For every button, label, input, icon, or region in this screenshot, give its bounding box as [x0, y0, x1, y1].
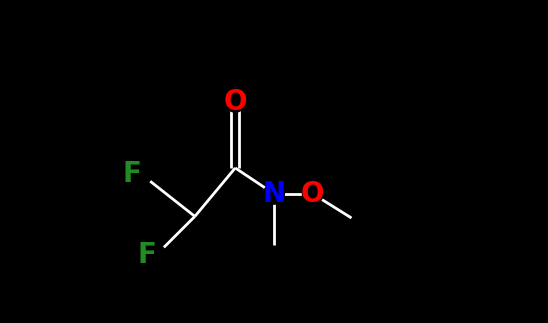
Circle shape — [302, 183, 323, 204]
Circle shape — [225, 91, 246, 112]
Circle shape — [264, 183, 284, 204]
Text: N: N — [262, 180, 286, 208]
Text: F: F — [137, 241, 156, 269]
Circle shape — [146, 245, 167, 266]
Text: F: F — [123, 161, 141, 188]
Text: O: O — [301, 180, 324, 208]
Circle shape — [131, 164, 152, 185]
Text: O: O — [224, 88, 247, 116]
